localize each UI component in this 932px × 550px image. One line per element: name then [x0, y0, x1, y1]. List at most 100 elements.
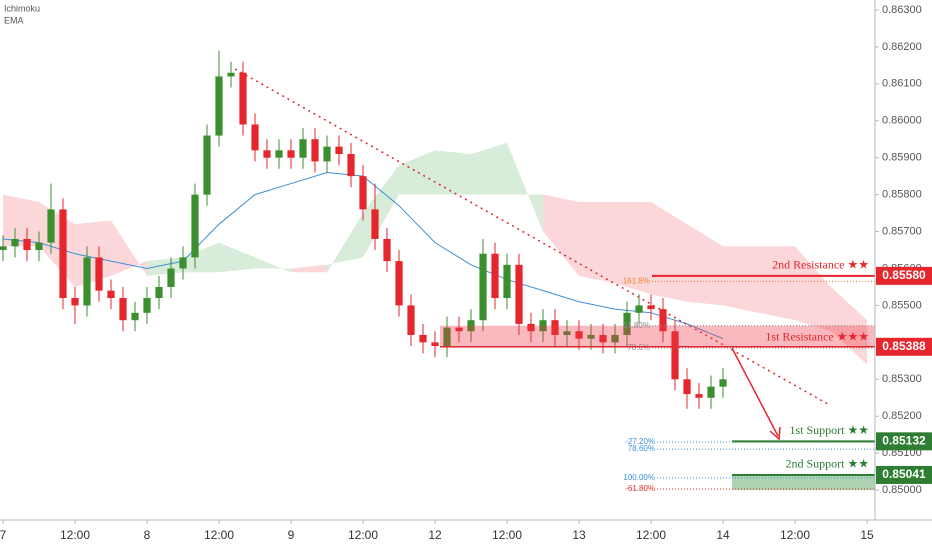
candles-layer	[0, 50, 727, 409]
candle-body	[587, 334, 595, 339]
candle-body	[71, 298, 79, 306]
cloud-segment	[759, 246, 796, 321]
candle-body	[503, 264, 511, 299]
cloud-segment	[543, 194, 580, 276]
candle-body	[155, 286, 163, 299]
y-tick-label: 0.85000	[882, 484, 922, 496]
x-tick-label: 9	[288, 528, 295, 542]
candle-body	[611, 334, 619, 343]
candle-body	[359, 176, 367, 210]
candle-body	[383, 238, 391, 262]
candle-body	[719, 379, 727, 387]
y-tick-label: 0.86200	[882, 41, 922, 53]
fib-label: 161.8%	[623, 277, 650, 286]
x-tick-label: 12:00	[780, 528, 810, 542]
candle-body	[47, 209, 55, 243]
fib-label: 61.80%	[623, 321, 650, 330]
cloud-segment	[183, 242, 220, 273]
level-name: 1st Resistance ★★★	[765, 330, 869, 344]
candle-body	[371, 209, 379, 239]
candle-body	[275, 150, 283, 158]
candle-body	[443, 327, 451, 347]
price-tag-label: 0.85041	[882, 467, 926, 481]
indicator-label: EMA	[4, 15, 24, 25]
cloud-segment	[471, 142, 508, 195]
candle-body	[491, 253, 499, 299]
candle-body	[623, 312, 631, 335]
x-tick-label: 7	[0, 528, 7, 542]
candle-body	[563, 331, 571, 335]
price-tag	[876, 465, 932, 484]
zone	[440, 325, 875, 347]
candle-body	[419, 334, 427, 343]
candle-body	[191, 194, 199, 258]
candle-body	[83, 257, 91, 306]
cloud-segment	[291, 264, 328, 273]
candle-body	[311, 139, 319, 162]
level-name: 1st Support ★★	[789, 423, 869, 437]
fib-label: 78.60%	[628, 444, 655, 453]
price-tag-label: 0.85132	[882, 434, 926, 448]
candle-body	[407, 305, 415, 335]
candle-body	[131, 312, 139, 321]
y-tick-label: 0.85900	[882, 152, 922, 164]
candle-body	[395, 261, 403, 306]
candle-body	[0, 246, 7, 251]
candle-body	[143, 298, 151, 313]
candle-body	[227, 72, 235, 77]
candle-body	[635, 305, 643, 313]
arrow-shaft	[731, 347, 779, 437]
price-tag	[876, 432, 932, 451]
y-tick-label: 0.86100	[882, 78, 922, 90]
candle-body	[239, 72, 247, 125]
candle-body	[119, 298, 127, 321]
cloud-segment	[579, 202, 616, 284]
candle-body	[95, 257, 103, 291]
cloud-segment	[615, 202, 652, 295]
candle-body	[299, 139, 307, 158]
candle-body	[599, 334, 607, 343]
price-tag	[876, 266, 932, 285]
candle-body	[527, 323, 535, 332]
indicator-label: Ichimoku	[4, 3, 40, 13]
candle-body	[515, 264, 523, 324]
cloud-segment	[3, 194, 40, 247]
y-tick-label: 0.86000	[882, 115, 922, 127]
candle-body	[251, 124, 259, 151]
candle-body	[671, 331, 679, 380]
x-tick-label: 12:00	[60, 528, 90, 542]
x-tick-label: 12	[428, 528, 442, 542]
cloud-segment	[795, 246, 832, 332]
price-tag	[876, 337, 932, 356]
candle-body	[179, 257, 187, 269]
candle-body	[11, 238, 19, 247]
fib-label: -27.20%	[625, 437, 655, 446]
x-tick-label: 12:00	[348, 528, 378, 542]
annotation-layer: 161.8%61.80%78.6%-27.20%78.60%100.00%-61…	[440, 258, 875, 493]
fib-label: -61.80%	[625, 484, 655, 493]
x-tick-label: 12:00	[636, 528, 666, 542]
fib-label: 100.00%	[623, 473, 655, 482]
cloud-segment	[831, 286, 868, 365]
cloud-segment	[111, 220, 148, 276]
level-name: 2nd Resistance ★★	[772, 258, 869, 272]
x-tick-label: 14	[716, 528, 730, 542]
candle-body	[35, 242, 43, 251]
candle-body	[431, 342, 439, 347]
y-tick-label: 0.85300	[882, 373, 922, 385]
cloud-segment	[435, 150, 472, 195]
y-tick-label: 0.85500	[882, 299, 922, 311]
candle-body	[707, 386, 715, 398]
candle-body	[263, 150, 271, 158]
cloud-segment	[687, 224, 724, 306]
candle-body	[335, 146, 343, 155]
candle-body	[551, 320, 559, 335]
candle-body	[467, 320, 475, 332]
cloud-segment	[75, 220, 112, 287]
x-tick-label: 8	[144, 528, 151, 542]
x-tick-label: 12:00	[204, 528, 234, 542]
price-tag-label: 0.85388	[882, 339, 926, 353]
cloud-segment	[327, 213, 364, 273]
